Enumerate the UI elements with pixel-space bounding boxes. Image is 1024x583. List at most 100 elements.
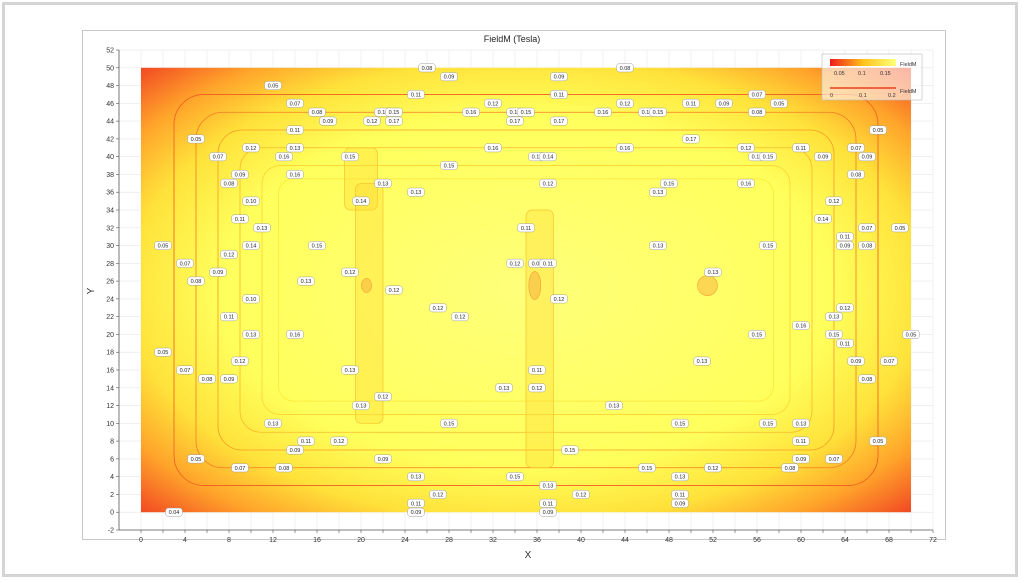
- contour-label-box: [561, 445, 579, 455]
- contour-label: 0.15: [385, 107, 403, 117]
- contour-label-box: [242, 196, 260, 206]
- contour-label-text: 0.14: [543, 155, 554, 161]
- contour-label-text: 0.15: [532, 155, 543, 161]
- contour-label: 0.17: [682, 134, 700, 144]
- contour-label: 0.07: [286, 98, 304, 108]
- contour-label-box: [209, 152, 227, 162]
- contour-label-box: [198, 374, 216, 384]
- contour-label-box: [176, 365, 194, 375]
- contour-label-text: 0.09: [213, 270, 224, 276]
- x-tick-label: 44: [621, 537, 629, 544]
- y-tick-label: 26: [106, 279, 114, 286]
- contour-label-text: 0.16: [620, 146, 631, 152]
- contour-label-text: 0.09: [323, 119, 334, 125]
- contour-label: 0.11: [836, 232, 854, 242]
- contour-label: 0.07: [176, 258, 194, 268]
- contour-label: 0.11: [220, 312, 238, 322]
- contour-label-text: 0.13: [653, 190, 664, 196]
- contour-label-text: 0.12: [543, 181, 554, 187]
- contour-label-text: 0.15: [642, 466, 653, 472]
- contour-label-text: 0.11: [840, 341, 850, 347]
- contour-label: 0.14: [814, 214, 832, 224]
- x-tick-label: 72: [929, 537, 937, 544]
- y-tick-label: 0: [110, 510, 114, 517]
- contour-label-box: [572, 490, 590, 499]
- y-tick-label: 50: [106, 65, 114, 72]
- contour-label: 0.12: [704, 463, 722, 473]
- contour-label-box: [814, 152, 832, 162]
- contour-label-box: [484, 98, 502, 108]
- contour-label-box: [539, 481, 557, 490]
- contour-label: 0.15: [308, 241, 326, 250]
- contour-label-box: [880, 356, 898, 366]
- x-tick-label: 68: [885, 537, 893, 544]
- contour-labels: 0.050.070.080.090.080.090.110.120.14 0.15…: [154, 63, 920, 517]
- contour-label-text: 0.12: [433, 492, 444, 498]
- contour-label-box: [407, 498, 425, 508]
- contour-label-text: 0.13: [301, 279, 312, 285]
- contour-label-box: [770, 98, 788, 108]
- contour-label: 0.05: [869, 436, 887, 446]
- x-axis-title: X: [525, 550, 532, 561]
- contour-label: 0.17: [506, 116, 524, 126]
- x-tick-label: 20: [357, 537, 365, 544]
- contour-label-text: 0.11: [840, 235, 850, 241]
- contour-label-text: 0.12: [367, 119, 378, 125]
- contour-label-box: [649, 107, 667, 117]
- contour-label-box: [616, 98, 634, 108]
- contour-label-box: [286, 170, 304, 179]
- contour-label-box: [748, 107, 766, 117]
- contour-label: 0.08: [198, 374, 216, 384]
- contour-label-box: [539, 498, 557, 508]
- contour-label-box: [264, 418, 282, 428]
- y-tick-label: 10: [106, 421, 114, 428]
- contour-label: 0.10: [242, 294, 260, 304]
- contour-label: 0.11: [231, 214, 249, 224]
- contour-label-box: [825, 312, 843, 322]
- contour-label-box: [682, 98, 700, 108]
- contour-label: 0.15: [671, 418, 689, 428]
- contour-label: 0.04: [165, 507, 183, 517]
- contour-label-box: [363, 116, 381, 126]
- contour-label-text: 0.17: [554, 119, 565, 125]
- contour-label-box: [704, 463, 722, 473]
- legend-tick: 0.15: [880, 71, 891, 77]
- contour-line: [361, 278, 372, 293]
- contour-label-box: [682, 134, 700, 144]
- contour-label-box: [517, 107, 535, 117]
- contour-label-text: 0.05: [158, 244, 169, 250]
- contour-label-text: 0.05: [191, 457, 202, 463]
- contour-label-box: [264, 81, 282, 90]
- contour-label-box: [539, 507, 557, 517]
- contour-label: 0.14: [539, 152, 557, 162]
- contour-label-box: [209, 267, 227, 277]
- contour-label: 0.13: [341, 365, 359, 375]
- contour-label: 0.09: [231, 170, 249, 179]
- contour-label-box: [693, 356, 711, 366]
- contour-label: 0.12: [341, 267, 359, 277]
- contour-label-text: 0.08: [752, 110, 763, 116]
- contour-label: 0.12: [242, 143, 260, 153]
- contour-label: 0.16: [594, 107, 612, 117]
- contour-label-box: [616, 143, 634, 153]
- contour-label-text: 0.12: [455, 315, 466, 321]
- contour-label: 0.15: [649, 107, 667, 117]
- contour-label-text: 0.15: [763, 421, 774, 427]
- contour-label: 0.16: [462, 107, 480, 117]
- contour-label-text: 0.07: [180, 261, 191, 267]
- contour-label-text: 0.05: [774, 101, 785, 107]
- contour-label: 0.05: [264, 81, 282, 90]
- x-tick-label: 12: [269, 537, 277, 544]
- x-tick-label: 32: [489, 537, 497, 544]
- contour-label-box: [594, 107, 612, 117]
- contour-label: 0.11: [836, 338, 854, 348]
- contour-label: 0.16: [737, 178, 755, 188]
- contour-label-text: 0.09: [675, 501, 686, 507]
- contour-label-text: 0.04: [169, 510, 180, 516]
- contour-label-box: [385, 116, 403, 126]
- contour-label-text: 0.11: [411, 501, 421, 507]
- contour-label-text: 0.07: [290, 101, 301, 107]
- contour-line: [528, 271, 542, 300]
- contour-label-text: 0.15: [444, 164, 455, 170]
- contour-label-box: [440, 161, 458, 170]
